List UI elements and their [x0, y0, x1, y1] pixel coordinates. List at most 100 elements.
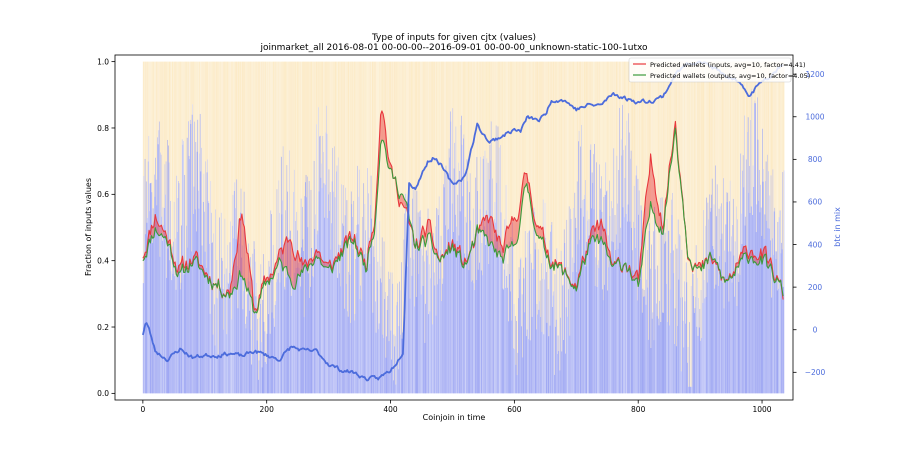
bar-fresh-inputs — [305, 182, 306, 394]
bar-fresh-inputs — [745, 159, 747, 394]
bar-other-inputs — [683, 61, 685, 348]
bar-fresh-inputs — [252, 253, 254, 394]
bar-fresh-inputs — [545, 237, 547, 394]
bar-fresh-inputs — [721, 233, 723, 394]
bar-other-inputs — [624, 61, 626, 178]
bar-fresh-inputs — [494, 201, 496, 394]
bar-fresh-inputs — [350, 191, 352, 394]
bar-other-inputs — [758, 61, 760, 170]
bar-other-inputs — [282, 61, 284, 147]
bar-other-inputs — [645, 61, 646, 207]
bar-fresh-inputs — [534, 249, 536, 394]
bar-fresh-inputs — [355, 258, 357, 394]
bar-fresh-inputs — [615, 234, 617, 394]
bar-fresh-inputs — [275, 301, 277, 394]
bar-fresh-inputs — [161, 216, 163, 394]
bar-other-inputs — [677, 61, 678, 326]
bar-fresh-inputs — [609, 216, 611, 394]
bar-fresh-inputs — [226, 334, 228, 394]
bar-fresh-inputs — [324, 184, 326, 394]
bar-other-inputs — [237, 61, 239, 309]
bar-fresh-inputs — [620, 227, 622, 394]
bar-fresh-inputs — [362, 216, 363, 394]
bar-fresh-inputs — [607, 235, 609, 394]
bar-other-inputs — [280, 61, 282, 157]
bar-fresh-inputs — [689, 386, 691, 394]
bar-fresh-inputs — [368, 237, 370, 394]
bar-fresh-inputs — [492, 247, 494, 394]
bar-other-inputs — [555, 61, 557, 327]
bar-fresh-inputs — [737, 219, 739, 394]
bar-fresh-inputs — [554, 374, 555, 394]
bar-other-inputs — [273, 61, 275, 319]
bar-fresh-inputs — [314, 214, 316, 394]
bar-fresh-inputs — [586, 241, 587, 394]
bar-fresh-inputs — [262, 299, 264, 394]
bar-fresh-inputs — [561, 351, 563, 394]
bar-other-inputs — [387, 61, 389, 296]
bar-fresh-inputs — [643, 296, 644, 394]
bar-other-inputs — [516, 61, 517, 321]
bar-other-inputs — [353, 61, 355, 201]
bar-other-inputs — [601, 61, 602, 177]
bar-fresh-inputs — [296, 211, 298, 394]
bar-fresh-inputs — [426, 249, 428, 394]
bar-other-inputs — [666, 61, 668, 219]
bar-fresh-inputs — [583, 216, 584, 394]
bar-other-inputs — [408, 61, 410, 205]
bar-fresh-inputs — [617, 203, 618, 394]
bar-fresh-inputs — [406, 249, 407, 394]
bar-other-inputs — [341, 61, 342, 185]
bar-other-inputs — [413, 61, 415, 260]
bar-fresh-inputs — [384, 291, 386, 394]
bar-other-inputs — [268, 61, 270, 261]
bar-other-inputs — [341, 61, 343, 241]
bar-other-inputs — [206, 61, 207, 268]
bar-fresh-inputs — [392, 283, 394, 394]
bar-other-inputs — [522, 61, 524, 358]
bar-other-inputs — [617, 61, 619, 249]
bar-other-inputs — [430, 61, 432, 249]
bar-fresh-inputs — [452, 108, 454, 394]
bar-other-inputs — [331, 61, 333, 182]
bar-fresh-inputs — [596, 286, 598, 394]
bar-fresh-inputs — [703, 210, 704, 394]
bar-fresh-inputs — [676, 248, 678, 394]
bar-fresh-inputs — [488, 264, 490, 394]
bar-other-inputs — [319, 61, 321, 136]
bar-fresh-inputs — [461, 115, 462, 394]
bar-fresh-inputs — [716, 216, 717, 394]
bar-fresh-inputs — [218, 288, 220, 394]
bar-other-inputs — [351, 61, 353, 205]
bar-fresh-inputs — [368, 193, 370, 394]
bar-other-inputs — [211, 61, 213, 243]
bar-other-inputs — [537, 61, 539, 315]
bar-other-inputs — [169, 61, 171, 261]
bar-fresh-inputs — [269, 266, 270, 394]
legend-label-inputs: Predicted wallets (inputs, avg=10, facto… — [650, 61, 806, 69]
bar-other-inputs — [171, 61, 173, 247]
bar-other-inputs — [514, 61, 516, 350]
bar-fresh-inputs — [192, 104, 194, 394]
bar-fresh-inputs — [765, 181, 766, 394]
bar-fresh-inputs — [719, 206, 721, 394]
bar-fresh-inputs — [419, 216, 421, 394]
bar-other-inputs — [679, 61, 681, 236]
bar-fresh-inputs — [658, 318, 659, 394]
bar-fresh-inputs — [700, 340, 701, 394]
bar-other-inputs — [542, 61, 544, 200]
bar-other-inputs — [217, 61, 219, 355]
bar-fresh-inputs — [601, 211, 603, 394]
bar-fresh-inputs — [542, 199, 544, 394]
bar-fresh-inputs — [441, 301, 443, 394]
bar-other-inputs — [243, 61, 244, 292]
bar-other-inputs — [619, 61, 620, 108]
bar-fresh-inputs — [389, 278, 391, 394]
bar-fresh-inputs — [517, 352, 519, 394]
bar-other-inputs — [705, 61, 706, 226]
bar-other-inputs — [288, 61, 290, 151]
bar-fresh-inputs — [618, 169, 620, 394]
bar-other-inputs — [162, 61, 163, 241]
bar-other-inputs — [750, 61, 752, 121]
